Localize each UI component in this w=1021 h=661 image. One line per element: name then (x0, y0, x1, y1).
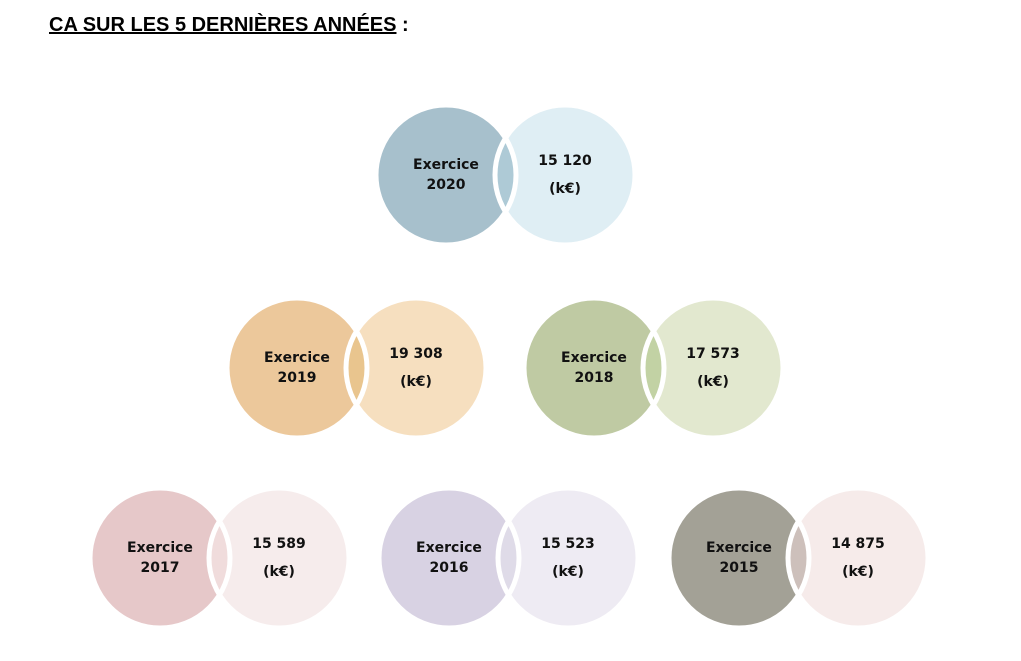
value: 14 875 (831, 536, 885, 552)
year: 2015 (720, 560, 759, 576)
value: 17 573 (686, 346, 740, 362)
year-circle (379, 488, 519, 628)
year-group: Exercice 2019 19 308 (k€) (224, 295, 489, 441)
outline (376, 485, 522, 631)
year: 2017 (141, 560, 180, 576)
outline (343, 295, 489, 441)
unit: (k€) (400, 374, 432, 390)
year: 2020 (427, 177, 466, 193)
value-circle (495, 105, 635, 245)
value: 19 308 (389, 346, 443, 362)
value-circle (346, 298, 486, 438)
year-circle (376, 105, 516, 245)
value: 15 120 (538, 153, 592, 169)
outline (492, 102, 638, 248)
year-circle (524, 298, 664, 438)
value-circle (643, 298, 783, 438)
unit: (k€) (697, 374, 729, 390)
year-circle (90, 488, 230, 628)
value: 15 523 (541, 536, 595, 552)
unit: (k€) (552, 564, 584, 580)
year-label: Exercice (416, 540, 482, 556)
value-circle (209, 488, 349, 628)
year-label: Exercice (264, 350, 330, 366)
outline (373, 102, 519, 248)
year-label: Exercice (706, 540, 772, 556)
title-suffix: : (402, 14, 409, 36)
outline (666, 485, 812, 631)
outline (785, 485, 931, 631)
year-group: Exercice 2018 17 573 (k€) (521, 295, 786, 441)
value-circle (788, 488, 928, 628)
title-block: CA SUR LES 5 DERNIÈRES ANNÉES : (49, 14, 409, 37)
unit: (k€) (263, 564, 295, 580)
outline (224, 295, 370, 441)
unit: (k€) (549, 181, 581, 197)
year-label: Exercice (413, 157, 479, 173)
year-group: Exercice 2020 15 120 (k€) (373, 102, 638, 248)
unit: (k€) (842, 564, 874, 580)
year-group: Exercice 2017 15 589 (k€) (87, 485, 352, 631)
year: 2018 (575, 370, 614, 386)
title: CA SUR LES 5 DERNIÈRES ANNÉES (49, 14, 397, 36)
year-group: Exercice 2015 14 875 (k€) (666, 485, 931, 631)
year-circle (227, 298, 367, 438)
outline (87, 485, 233, 631)
outline (521, 295, 667, 441)
year: 2019 (278, 370, 317, 386)
year: 2016 (430, 560, 469, 576)
outline (206, 485, 352, 631)
year-label: Exercice (127, 540, 193, 556)
outline (495, 485, 641, 631)
year-group: Exercice 2016 15 523 (k€) (376, 485, 641, 631)
outline (640, 295, 786, 441)
year-circle (669, 488, 809, 628)
value: 15 589 (252, 536, 306, 552)
value-circle (498, 488, 638, 628)
year-label: Exercice (561, 350, 627, 366)
